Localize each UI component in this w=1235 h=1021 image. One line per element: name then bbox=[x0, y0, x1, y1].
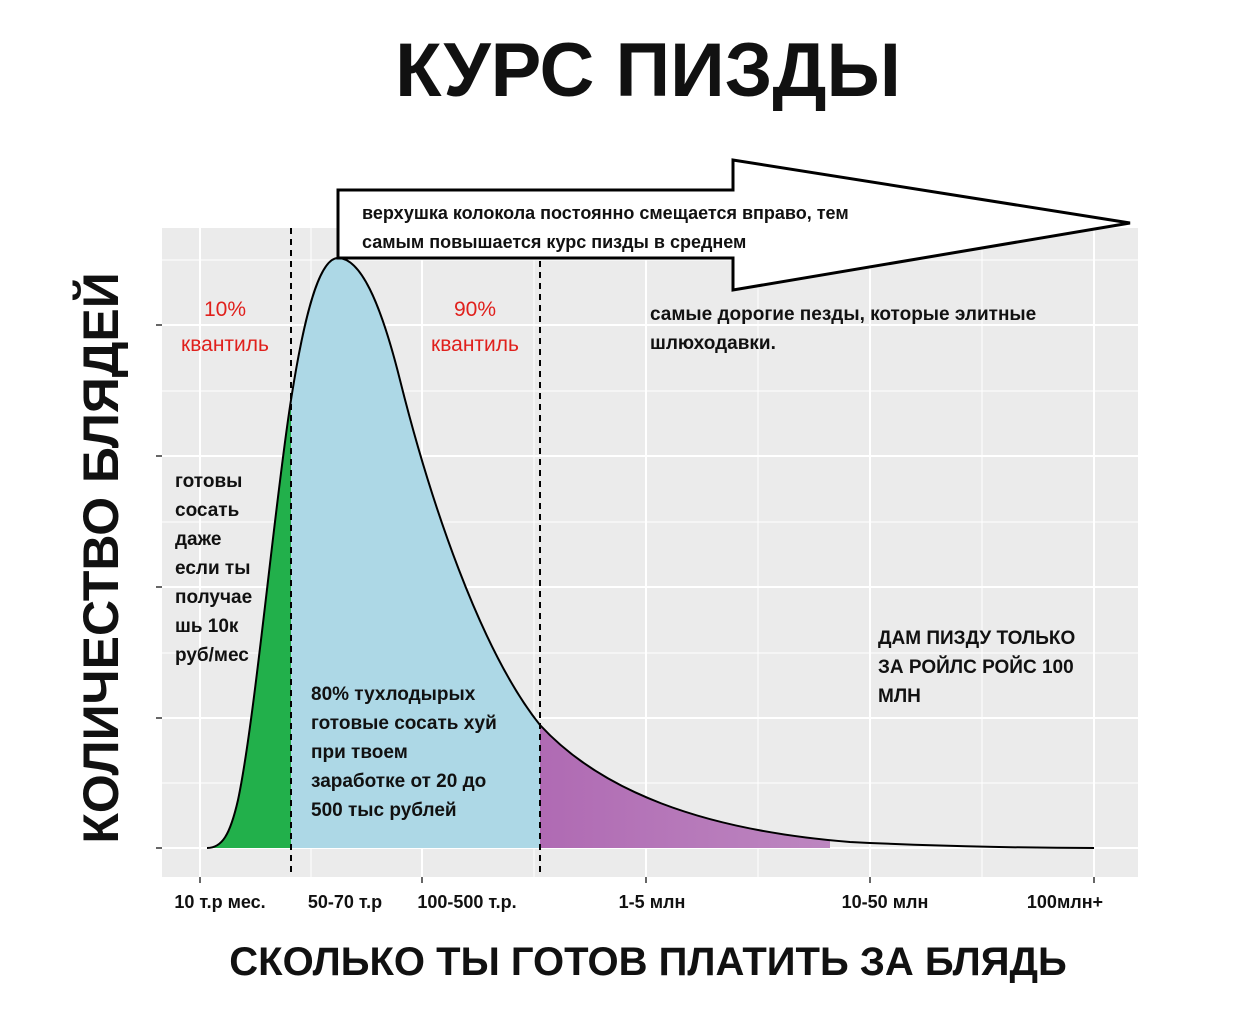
quantile-label: квантиль bbox=[181, 333, 269, 356]
x-label: 10 т.р мес. bbox=[174, 892, 265, 912]
annotation: 500 тыс рублей bbox=[311, 800, 457, 821]
annotation: шь 10к bbox=[175, 616, 239, 637]
y-axis-title: КОЛИЧЕСТВО БЛЯДЕЙ bbox=[72, 272, 129, 843]
annotation: МЛН bbox=[878, 686, 921, 707]
labels: 10 т.р мес. 50-70 т.р 100-500 т.р. 1-5 млн 1… bbox=[174, 203, 1103, 912]
quantile-label: квантиль bbox=[431, 333, 519, 356]
x-label: 100млн+ bbox=[1027, 892, 1103, 912]
arrow-text: верхушка колокола постоянно смещается вп… bbox=[362, 203, 849, 223]
annotation: шлюходавки. bbox=[650, 333, 776, 354]
arrow bbox=[336, 158, 1131, 292]
title: КУРС ПИЗДЫ bbox=[395, 28, 901, 113]
annotation: при твоем bbox=[311, 742, 408, 763]
quantile-percent: 90% bbox=[454, 298, 496, 321]
annotation: ЗА РОЙЛС РОЙС 100 bbox=[878, 656, 1074, 678]
annotation: готовы bbox=[175, 471, 242, 492]
annotation: получае bbox=[175, 587, 252, 608]
annotation: заработке от 20 до bbox=[311, 771, 486, 792]
x-label: 10-50 млн bbox=[842, 892, 929, 912]
axis-ticks bbox=[156, 324, 1095, 883]
annotation: готовые сосать хуй bbox=[311, 713, 497, 734]
annotation: если ты bbox=[175, 558, 250, 579]
density-fills bbox=[207, 258, 830, 848]
annotation: самые дорогие пезды, которые элитные bbox=[650, 304, 1036, 325]
x-label: 1-5 млн bbox=[619, 892, 686, 912]
annotation: 80% тухлодырых bbox=[311, 684, 476, 705]
annotation: руб/мес bbox=[175, 645, 249, 666]
annotation: сосать bbox=[175, 500, 239, 521]
arrow-text: самым повышается курс пизды в среднем bbox=[362, 232, 746, 252]
density-curve bbox=[206, 256, 1095, 849]
annotation: ДАМ ПИЗДУ ТОЛЬКО bbox=[878, 628, 1075, 649]
x-label: 50-70 т.р bbox=[308, 892, 382, 912]
annotation: даже bbox=[175, 529, 221, 550]
quantile-percent: 10% bbox=[204, 298, 246, 321]
x-axis-title: СКОЛЬКО ТЫ ГОТОВ ПЛАТИТЬ ЗА БЛЯДЬ bbox=[229, 940, 1066, 984]
x-label: 100-500 т.р. bbox=[417, 892, 516, 912]
